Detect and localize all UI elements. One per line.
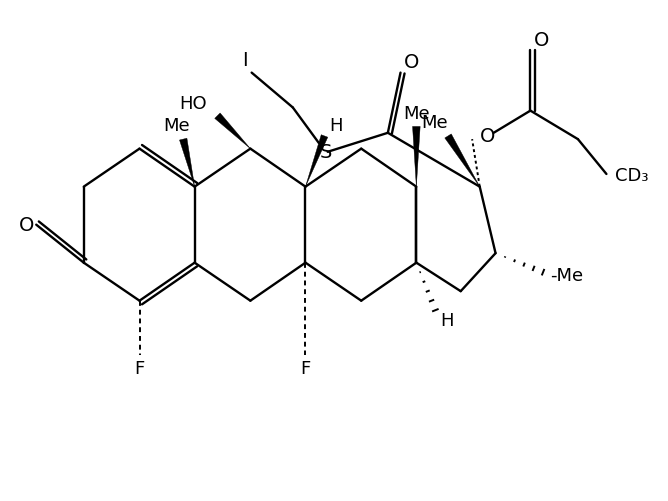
Text: S: S <box>319 142 332 161</box>
Polygon shape <box>214 114 250 149</box>
Text: F: F <box>134 360 145 378</box>
Text: HO: HO <box>180 95 207 113</box>
Polygon shape <box>413 127 420 187</box>
Text: O: O <box>480 127 495 146</box>
Text: H: H <box>440 311 454 329</box>
Text: Me: Me <box>403 104 430 122</box>
Text: Me: Me <box>164 116 190 134</box>
Text: -Me: -Me <box>550 267 584 285</box>
Text: F: F <box>301 360 311 378</box>
Text: Me: Me <box>421 114 448 132</box>
Text: O: O <box>404 53 420 72</box>
Polygon shape <box>180 139 194 187</box>
Text: O: O <box>534 31 550 50</box>
Text: CD₃: CD₃ <box>615 167 649 185</box>
Text: I: I <box>242 51 248 70</box>
Text: O: O <box>19 216 34 234</box>
Polygon shape <box>445 135 480 187</box>
Text: H: H <box>329 116 343 134</box>
Polygon shape <box>305 135 328 187</box>
